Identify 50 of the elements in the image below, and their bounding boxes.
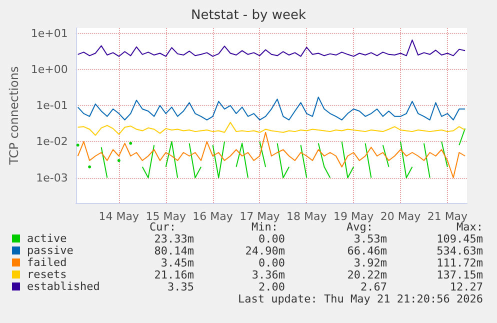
x-tick-label: 20 May	[380, 210, 422, 223]
text: 109.45m	[436, 232, 484, 246]
text: 0.00	[258, 256, 285, 270]
text: 3.35	[168, 280, 194, 294]
y-tick-label: 1e+00	[30, 62, 68, 76]
text: Cur:	[150, 220, 176, 234]
line-series	[77, 40, 466, 57]
line-series	[77, 122, 466, 136]
text: 12.27	[450, 280, 483, 294]
text: 111.72m	[436, 256, 484, 270]
legend-label: passive	[27, 244, 74, 257]
text: 23.33m	[154, 232, 194, 246]
x-tick-label: 16 May	[192, 210, 234, 223]
x-tick-label: 21 May	[427, 210, 468, 223]
text: 80.14m	[154, 244, 194, 258]
text: Min:	[252, 220, 278, 234]
text: 21.16m	[154, 268, 194, 282]
x-tick-label: 17 May	[240, 210, 280, 223]
x-tick-label: 19 May	[333, 210, 374, 223]
point	[117, 159, 120, 162]
text: 3.45m	[160, 256, 194, 270]
y-tick-label: 1e-03	[36, 171, 68, 184]
y-tick-label: 1e+01	[30, 26, 68, 40]
text: 2.67	[360, 280, 387, 294]
legend-label: active	[27, 232, 67, 245]
legend-label: failed	[27, 256, 67, 269]
x-tick-label: 18 May	[286, 210, 328, 223]
text: 3.92m	[354, 256, 388, 270]
text: 0.00	[258, 232, 285, 246]
point	[88, 165, 92, 168]
point	[129, 142, 132, 145]
text: 24.90m	[245, 244, 286, 258]
chart-title: Netstat - by week	[191, 8, 306, 23]
text: 2.00	[258, 280, 285, 294]
text: 20.22m	[347, 268, 388, 282]
y-tick-label: 1e-02	[36, 135, 68, 148]
x-tick-label: 15 May	[146, 210, 186, 223]
y-tick-label: 1e-01	[36, 99, 68, 112]
legend-label: resets	[27, 268, 67, 281]
x-tick-label: 14 May	[98, 210, 140, 223]
point	[76, 144, 80, 147]
text: 66.46m	[347, 244, 388, 258]
y-axis-title: TCP connections	[7, 66, 21, 166]
text: 3.36m	[252, 268, 286, 282]
text: 137.15m	[436, 268, 484, 282]
text: 534.63m	[436, 244, 484, 258]
text: 3.53m	[354, 232, 388, 246]
line-series	[77, 96, 466, 120]
text: Last update: Thu May 21 21:20:56 2026	[238, 292, 483, 306]
legend-label: established	[27, 280, 100, 293]
